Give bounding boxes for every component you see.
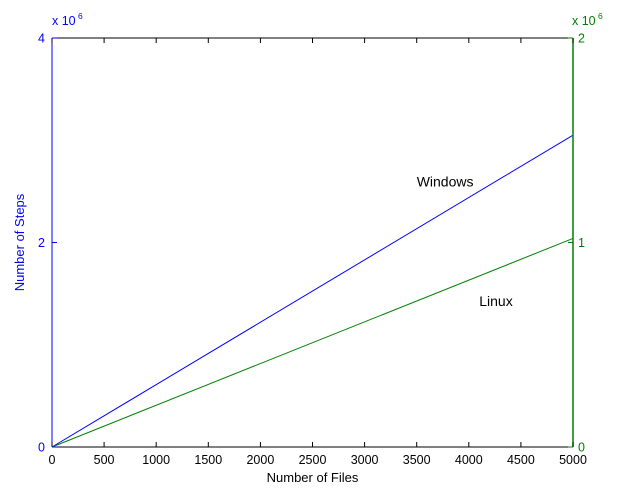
annotation-windows: Windows: [417, 173, 474, 189]
series-line-windows: [51, 134, 574, 448]
x-tick-label: 1500: [194, 453, 222, 467]
x-tick-label: 0: [49, 453, 56, 467]
left-y-tick-label: 2: [38, 236, 45, 250]
left-axis-exponent-power: 6: [78, 11, 83, 21]
left-axis-exponent-base: x 10: [52, 14, 76, 28]
plot-area: 0 500 1000 1500 2000 2500 3000 3500 4000 4500 5000…: [12, 11, 603, 485]
x-tick-label: 2000: [246, 453, 274, 467]
y-axis-title: Number of Steps: [12, 193, 27, 291]
right-y-tick-label: 2: [578, 32, 585, 46]
x-tick-label: 5000: [559, 453, 587, 467]
x-tick-label: 4000: [455, 453, 483, 467]
x-axis-title: Number of Files: [267, 470, 359, 485]
right-y-tick-label: 0: [578, 441, 585, 455]
right-axis-exponent-power: 6: [598, 11, 603, 21]
right-axis-exponent-base: x 10: [572, 14, 596, 28]
x-tick-label: 3500: [403, 453, 431, 467]
x-tick-label: 2500: [299, 453, 327, 467]
x-tick-label: 4500: [507, 453, 535, 467]
right-y-tick-label: 1: [578, 236, 585, 250]
x-tick-label: 1000: [142, 453, 170, 467]
left-y-tick-label: 0: [38, 441, 45, 455]
x-tick-label: 3000: [351, 453, 379, 467]
annotation-linux: Linux: [479, 293, 512, 309]
left-y-tick-label: 4: [38, 32, 45, 46]
series-line-linux: [51, 237, 574, 448]
x-tick-label: 500: [94, 453, 115, 467]
